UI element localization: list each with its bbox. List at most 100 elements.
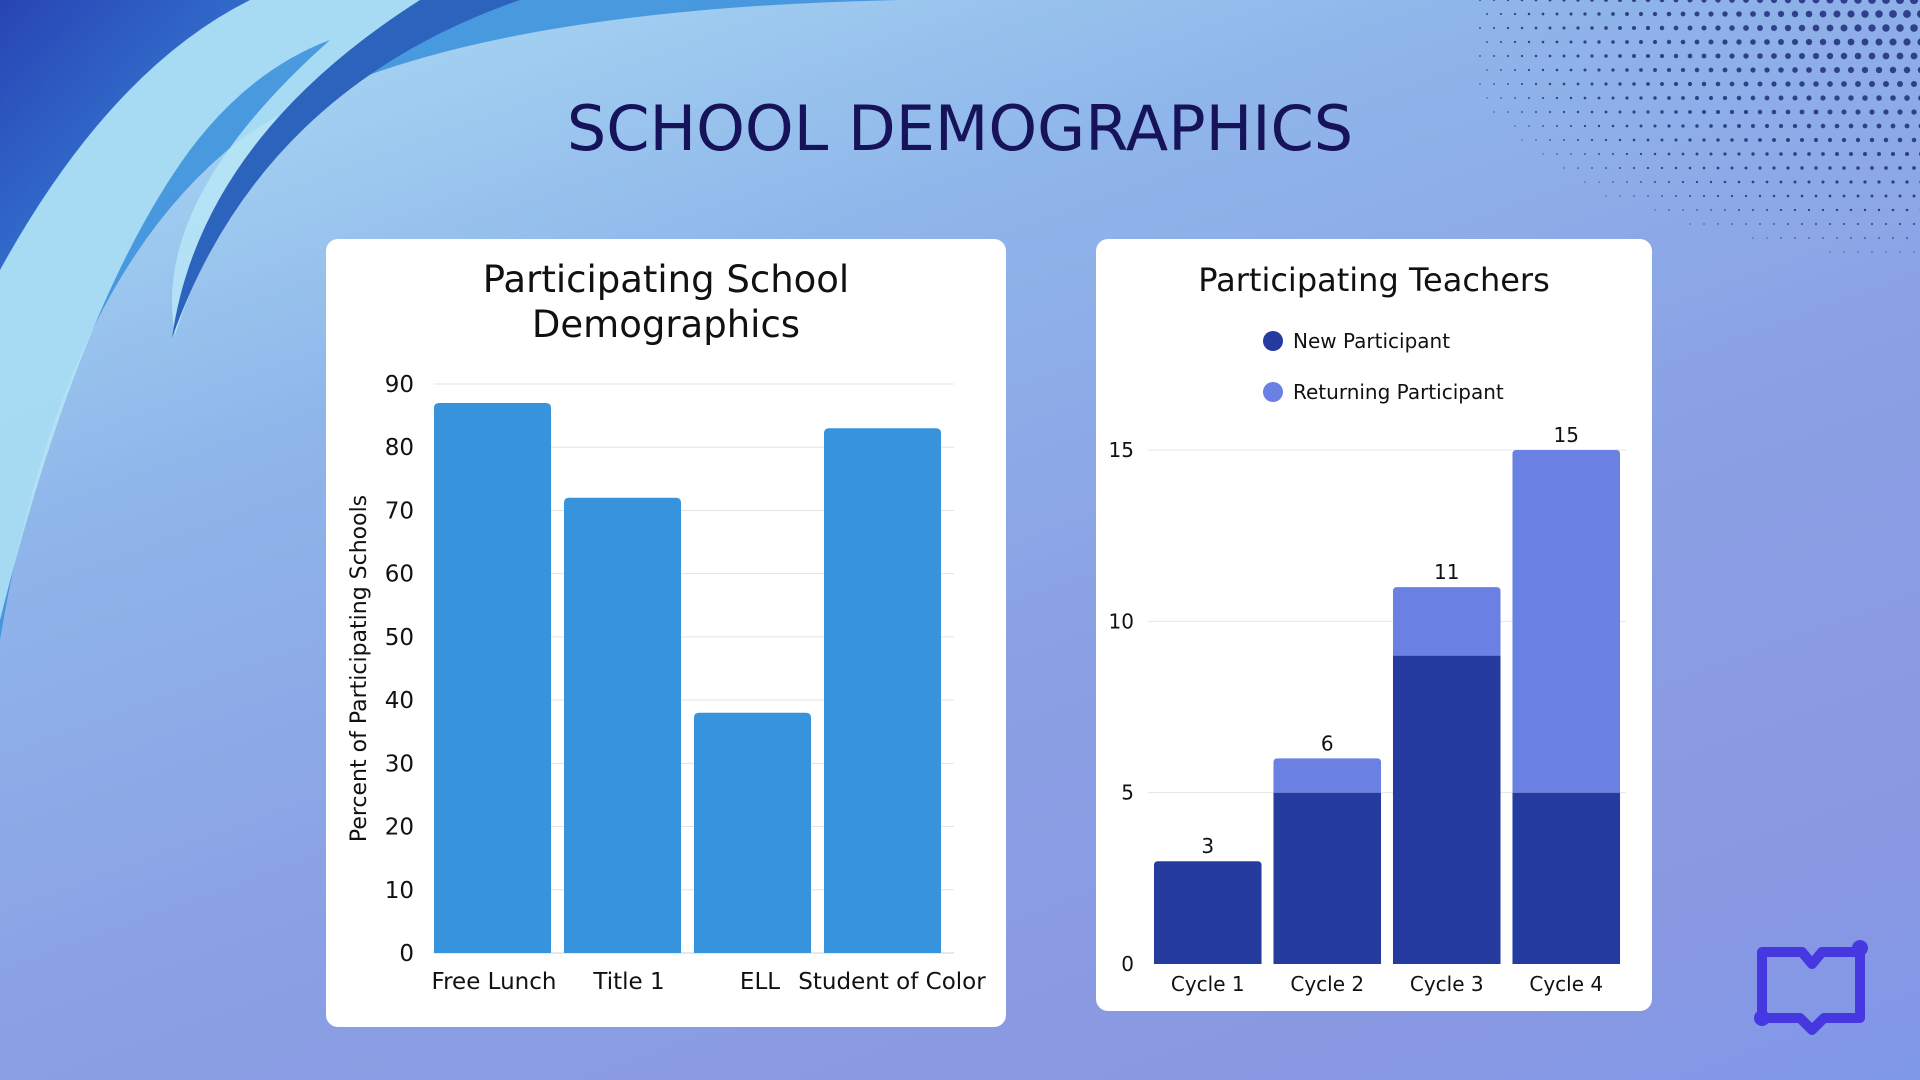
dot [1785, 53, 1791, 59]
dot [1842, 166, 1846, 170]
dot [1751, 152, 1755, 156]
dot [1499, 12, 1503, 16]
dot [1764, 95, 1770, 101]
dot [1882, 24, 1890, 32]
x-tick-label: Title 1 [592, 969, 664, 995]
dot [1619, 167, 1621, 169]
dot [1576, 110, 1580, 114]
dot [1632, 138, 1636, 142]
dot [1638, 11, 1644, 17]
dot [1625, 12, 1629, 16]
dot [1750, 123, 1756, 129]
dot [1659, 25, 1665, 31]
dot [1798, 0, 1806, 4]
dot [1758, 138, 1762, 142]
dot [1779, 208, 1783, 212]
dot [1708, 95, 1714, 101]
dot [1618, 54, 1622, 58]
dot [1884, 194, 1888, 198]
dot [1562, 54, 1566, 58]
dot [1723, 180, 1727, 184]
dot [1764, 11, 1770, 17]
dot [1883, 109, 1889, 115]
dot [1829, 251, 1831, 253]
dot [1702, 138, 1706, 142]
dot [1652, 11, 1658, 17]
dot [1694, 39, 1700, 45]
dot [1798, 52, 1806, 60]
dot [1562, 0, 1566, 2]
dot [1869, 137, 1875, 143]
dot [1625, 152, 1629, 156]
dot [1513, 12, 1517, 16]
data-label: 3 [1201, 834, 1214, 858]
dot [1631, 0, 1637, 3]
dot [1646, 166, 1650, 170]
dot [1854, 52, 1862, 60]
dot [1667, 124, 1671, 128]
dot [1898, 166, 1902, 170]
dot [1709, 152, 1713, 156]
dot [1896, 24, 1904, 32]
swoosh-mid [172, 0, 520, 338]
dot [1806, 123, 1812, 129]
dot [1827, 109, 1833, 115]
dot [1820, 67, 1826, 73]
dot [1584, 181, 1586, 183]
dot [1618, 26, 1622, 30]
dot [1500, 97, 1502, 99]
dot [1850, 237, 1852, 239]
dot [1647, 195, 1649, 197]
dot [1674, 110, 1678, 114]
dot [1750, 39, 1756, 45]
dot [1911, 109, 1917, 115]
dot [1710, 209, 1712, 211]
y-axis-label: Percent of Participating Schools [347, 495, 372, 842]
dot [1716, 194, 1720, 198]
dot [1898, 222, 1902, 226]
school-demographics-bar-chart: 0 10 20 30 40 50 60 70 80 90 Free Lunch Title 1 ELL S… [347, 372, 986, 995]
dot [1909, 0, 1919, 5]
dot [1798, 24, 1806, 32]
bar-segment [1512, 450, 1621, 793]
dot [1548, 82, 1552, 86]
dot [1715, 109, 1721, 115]
dot [1765, 208, 1769, 212]
dot [1493, 111, 1495, 113]
dot [1653, 68, 1657, 72]
dot [1618, 82, 1622, 86]
dot [1645, 53, 1651, 59]
dot [1771, 53, 1777, 59]
dot [1854, 0, 1862, 4]
dot [1847, 38, 1855, 46]
dot [1640, 181, 1642, 183]
dot [1807, 208, 1811, 212]
participating-teachers-chart-card: Participating Teachers 0 5 10 15 New Partici… [1096, 239, 1652, 1011]
dot [1778, 39, 1784, 45]
dot [1583, 68, 1587, 72]
dot [1625, 124, 1629, 128]
dot [1479, 55, 1481, 57]
dot [1829, 223, 1831, 225]
dot [1534, 82, 1538, 86]
dot [1654, 181, 1656, 183]
dot [1646, 82, 1650, 86]
dot [1604, 82, 1608, 86]
dot [1514, 97, 1516, 99]
dot [1590, 0, 1594, 2]
dot [1840, 24, 1848, 32]
dot [1569, 40, 1573, 44]
dot [1521, 139, 1523, 141]
dot [1821, 208, 1825, 212]
dot [1857, 251, 1859, 253]
dot [1828, 194, 1832, 198]
dot [1828, 166, 1832, 170]
bar [434, 402, 551, 953]
dot [1854, 24, 1862, 32]
dot [1535, 111, 1537, 113]
dot [1884, 222, 1888, 226]
dot [1855, 109, 1861, 115]
dot [1639, 152, 1643, 156]
dot [1687, 53, 1693, 59]
dot [1770, 24, 1778, 32]
